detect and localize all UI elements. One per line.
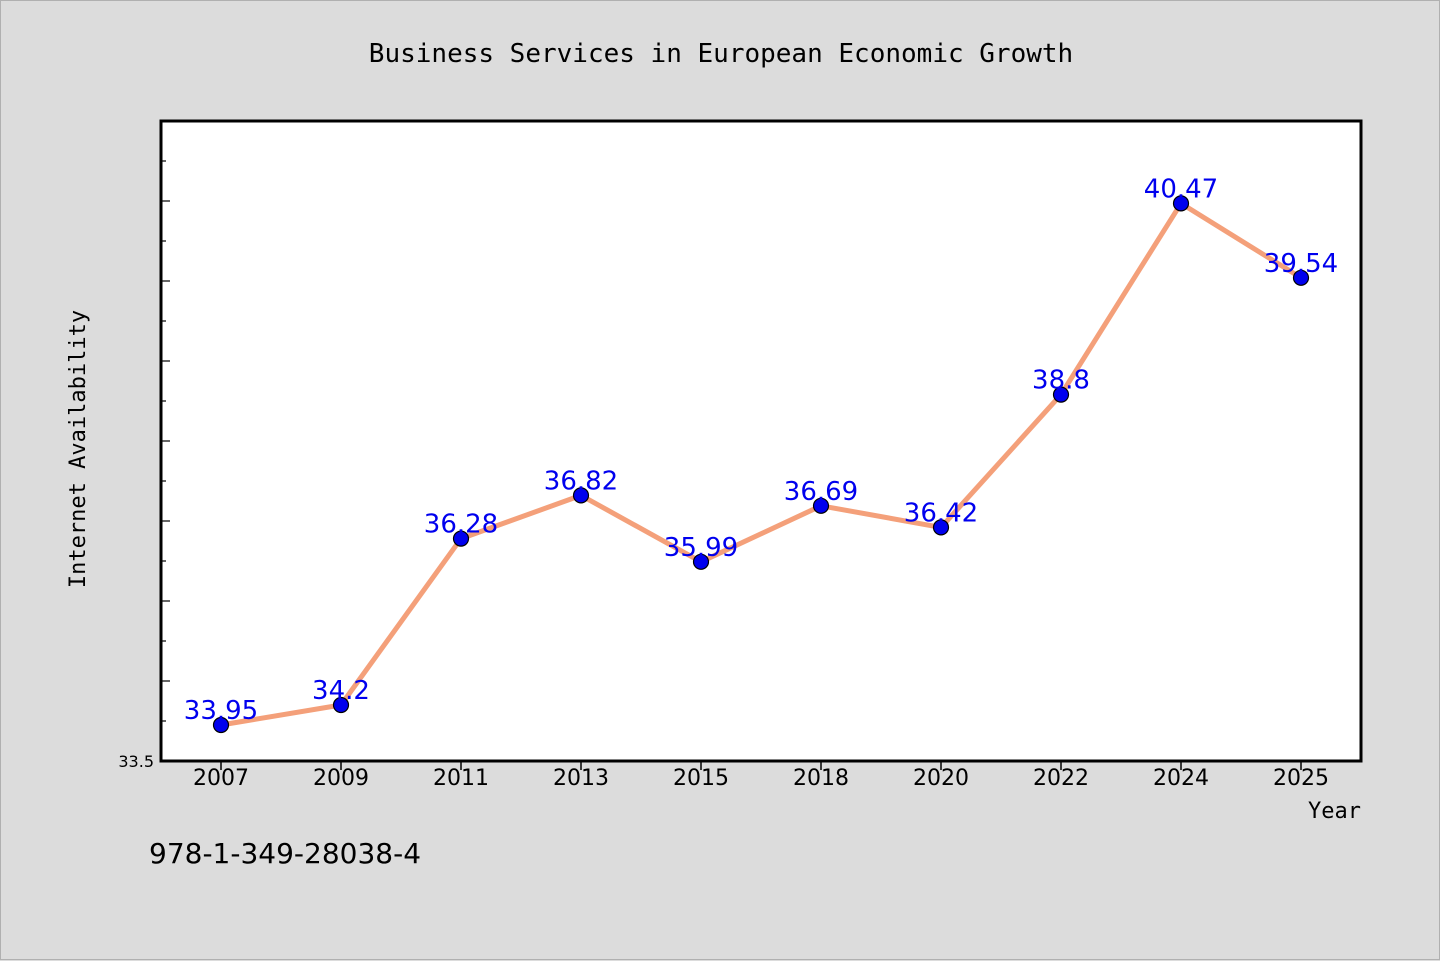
data-label: 36.82 [544, 466, 618, 496]
data-point [1172, 195, 1190, 212]
x-axis-tick-labels: 2007 2009 2011 2013 2015 2018 2020 2022 2024 2025 [193, 766, 1329, 791]
data-point [452, 530, 470, 547]
chart-title: Business Services in European Economic G… [369, 39, 1073, 69]
x-tick-label: 2022 [1033, 766, 1089, 791]
data-point [212, 716, 230, 734]
isbn-text: 978-1-349-28038-4 [149, 837, 421, 870]
x-tick-label: 2007 [193, 766, 249, 791]
data-label: 34.2 [312, 676, 370, 706]
data-label: 36.42 [904, 498, 978, 528]
x-tick-label: 2009 [313, 766, 369, 791]
data-label: 36.28 [424, 510, 498, 540]
data-label: 39.54 [1264, 249, 1338, 279]
y-tick-label: 33.5 [118, 752, 154, 771]
x-tick-label: 2024 [1153, 766, 1209, 791]
data-labels: 33.95 34.2 36.28 36.82 35.99 36.69 36.42 38.8 40… [184, 174, 1338, 726]
data-label: 36.69 [784, 477, 858, 507]
y-axis-label: Internet Availability [66, 310, 91, 588]
data-point [692, 553, 710, 570]
x-tick-label: 2018 [793, 766, 849, 791]
x-axis-ticks [220, 761, 1302, 770]
x-tick-label: 2011 [433, 766, 489, 791]
data-point [932, 519, 950, 536]
data-point [1052, 386, 1070, 403]
data-label: 33.95 [184, 696, 258, 726]
x-tick-label: 2013 [553, 766, 609, 791]
data-label: 35.99 [664, 533, 738, 563]
plot-area [159, 119, 1363, 763]
data-label: 40.47 [1144, 174, 1218, 204]
data-point [1292, 269, 1310, 286]
series-line [218, 200, 1304, 728]
data-point [572, 487, 590, 504]
x-tick-label: 2025 [1273, 766, 1329, 791]
x-tick-label: 2015 [673, 766, 729, 791]
data-point [812, 497, 830, 514]
y-axis-ticks [161, 120, 170, 722]
data-label: 38.8 [1032, 366, 1090, 396]
x-tick-label: 2020 [913, 766, 969, 791]
data-point [332, 696, 350, 714]
x-axis-label: Year [1308, 799, 1361, 824]
series-markers [212, 195, 1310, 734]
